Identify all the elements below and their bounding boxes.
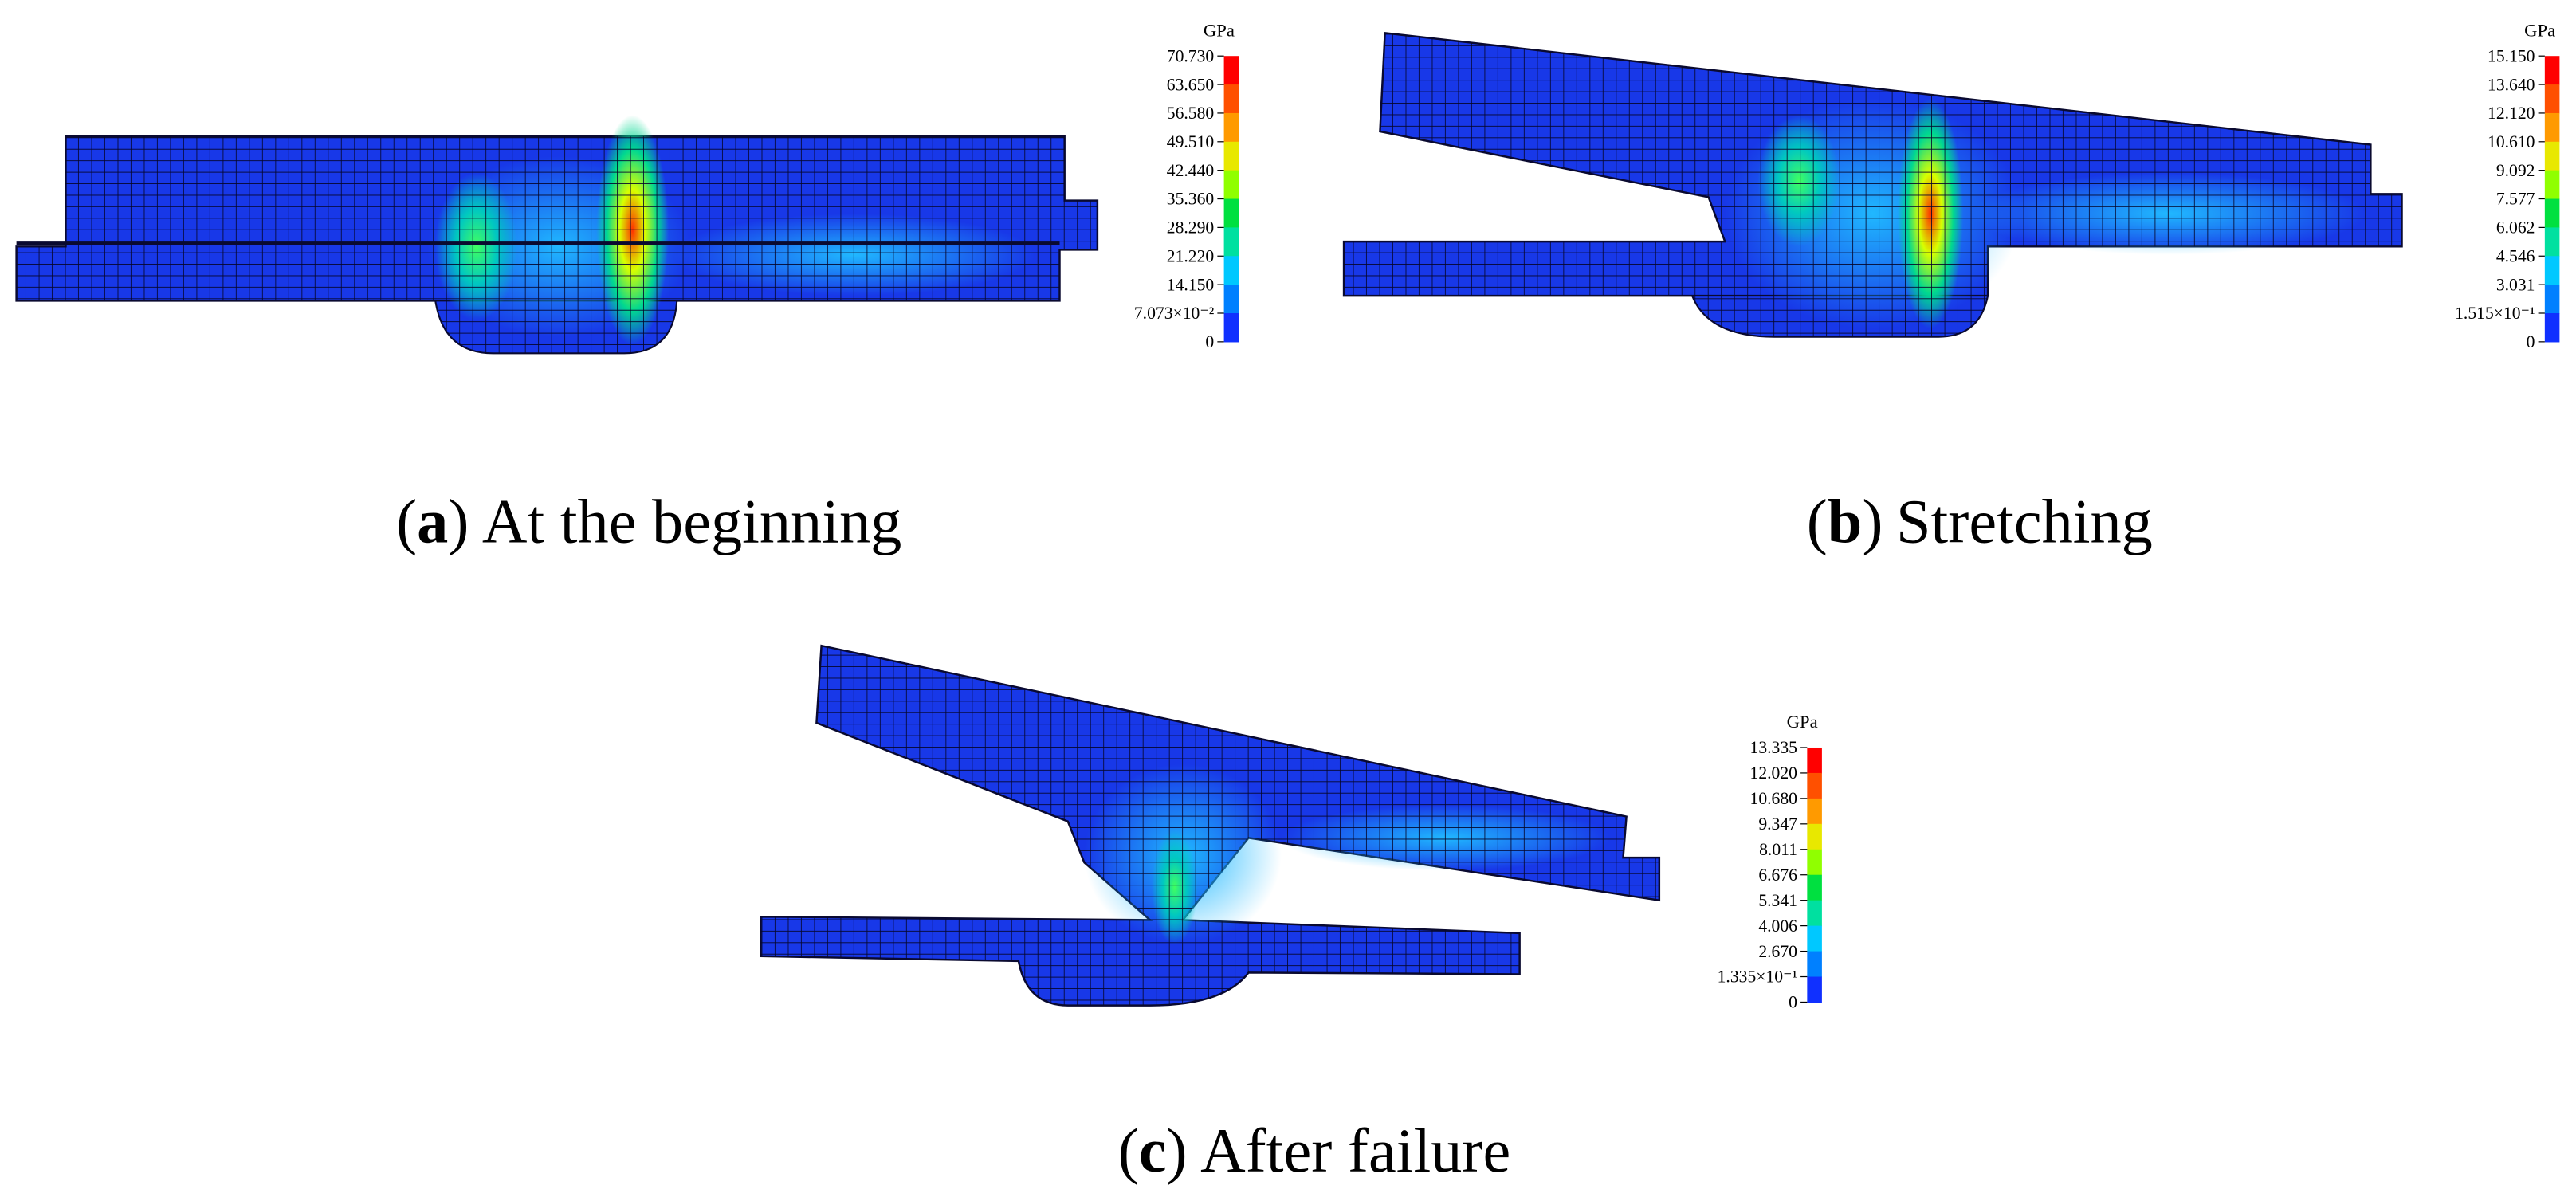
colorbar-segment <box>1223 227 1239 257</box>
tick-label: 9.092 <box>2496 161 2535 180</box>
tick-label: 2.670 <box>1758 942 1797 961</box>
caption-open: ( <box>1807 486 1828 555</box>
tick-label: 56.580 <box>1167 104 1214 123</box>
tick-label: 70.730 <box>1167 46 1214 65</box>
caption: (b) Stretching <box>1807 486 2153 555</box>
tick-label: 12.120 <box>2488 104 2535 123</box>
colorbar-segment <box>1223 56 1239 85</box>
tick-label: 7.577 <box>2496 190 2535 209</box>
colorbar-segment <box>2544 84 2560 114</box>
colorbar-segment <box>1807 849 1822 876</box>
colorbar-segment <box>2544 170 2560 200</box>
caption-text: At the beginning <box>482 486 901 555</box>
caption-text: Stretching <box>1896 486 2153 555</box>
colorbar-segment <box>1807 976 1822 1003</box>
mesh-b <box>1342 31 2403 338</box>
tick-label: 4.006 <box>1758 916 1797 936</box>
colorbar-segment <box>1223 256 1239 285</box>
colorbar-segment <box>1807 900 1822 927</box>
tick-label: 1.515×10⁻¹ <box>2455 304 2535 323</box>
tick-label: 12.020 <box>1750 763 1797 783</box>
colorbar-segment <box>1223 112 1239 143</box>
colorbar-segment <box>1223 312 1239 343</box>
tick-label: 0 <box>2527 332 2535 351</box>
caption: (a) At the beginning <box>396 486 901 555</box>
tick-label: 9.347 <box>1758 814 1797 834</box>
tick-label: 1.335×10⁻¹ <box>1718 967 1797 987</box>
tick-label: 28.290 <box>1167 218 1214 237</box>
colorbar-segment <box>1807 798 1822 825</box>
colorbar-unit: GPa <box>1787 712 1818 732</box>
colorbars: GPa 70.730 63.650 56.580 49.510 42.440 35.360 2… <box>1134 20 2560 1012</box>
colorbar-segment <box>1807 772 1822 799</box>
tick-label: 63.650 <box>1167 75 1214 94</box>
captions: (a) At the beginning (b) Stretching(c) After… <box>396 486 2153 1184</box>
tick-label: 10.680 <box>1750 789 1797 808</box>
caption-label: b <box>1828 486 1863 555</box>
mesh-a <box>15 115 1099 355</box>
colorbar: GPa 70.730 63.650 56.580 49.510 42.440 35.360 2… <box>1134 20 1239 351</box>
tick-label: 8.011 <box>1759 840 1797 859</box>
colorbar-segment <box>2544 312 2560 343</box>
colorbar-segment <box>1223 285 1239 314</box>
caption-label: a <box>417 486 448 555</box>
tick-label: 5.341 <box>1758 891 1797 910</box>
tick-label: 13.640 <box>2488 75 2535 94</box>
colorbar-segment <box>1223 170 1239 200</box>
colorbar-segment <box>2544 56 2560 85</box>
tick-label: 14.150 <box>1167 275 1214 294</box>
colorbar-segment <box>2544 285 2560 314</box>
tick-label: 0 <box>1205 332 1214 351</box>
colorbar-segment <box>2544 141 2560 171</box>
caption-close: ) <box>1862 486 1883 555</box>
colorbar-segment <box>1223 141 1239 171</box>
colorbar-segment <box>1807 951 1822 978</box>
tick-label: 35.360 <box>1167 190 1214 209</box>
caption-close: ) <box>1167 1116 1188 1185</box>
caption-close: ) <box>448 486 469 555</box>
colorbar-segment <box>1223 198 1239 229</box>
colorbar: GPa 15.150 13.640 12.120 10.610 9.092 7.577 6.0… <box>2455 20 2560 351</box>
colorbar-unit: GPa <box>1204 20 1235 40</box>
mesh-c <box>760 644 1661 1007</box>
colorbar-segment <box>1807 874 1822 901</box>
caption-open: ( <box>396 486 417 555</box>
tick-label: 10.610 <box>2488 132 2535 151</box>
tick-label: 13.335 <box>1750 738 1797 757</box>
tick-label: 0 <box>1789 993 1797 1012</box>
caption-label: c <box>1139 1116 1167 1185</box>
caption-open: ( <box>1118 1116 1139 1185</box>
colorbar-segment <box>2544 112 2560 143</box>
tick-label: 15.150 <box>2488 46 2535 65</box>
colorbar-segment <box>2544 198 2560 229</box>
colorbar-segment <box>2544 256 2560 285</box>
tick-label: 21.220 <box>1167 246 1214 265</box>
colorbar-unit: GPa <box>2524 20 2555 40</box>
colorbar-segment <box>2544 227 2560 257</box>
tick-label: 4.546 <box>2496 246 2535 265</box>
tick-label: 42.440 <box>1167 161 1214 180</box>
tick-label: 6.676 <box>1758 865 1797 885</box>
tick-label: 3.031 <box>2496 275 2535 294</box>
colorbar-segment <box>1807 925 1822 952</box>
tick-label: 49.510 <box>1167 132 1214 151</box>
tick-label: 6.062 <box>2496 218 2535 237</box>
colorbar: GPa 13.335 12.020 10.680 9.347 8.011 6.676 5.34… <box>1718 712 1822 1012</box>
caption-text: After failure <box>1200 1116 1510 1185</box>
tick-label: 7.073×10⁻² <box>1134 304 1214 323</box>
colorbar-segment <box>1807 747 1822 774</box>
colorbar-segment <box>1223 84 1239 114</box>
caption: (c) After failure <box>1118 1116 1511 1185</box>
colorbar-segment <box>1807 823 1822 850</box>
